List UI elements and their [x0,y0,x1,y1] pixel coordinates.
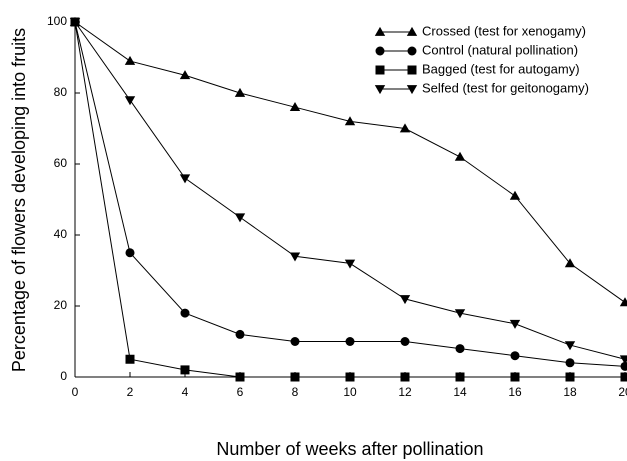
marker [620,372,627,382]
legend-marker [406,26,418,36]
marker [345,337,355,346]
legend-marker [375,65,385,75]
marker [235,329,245,339]
marker [564,258,576,268]
x-tick-label: 0 [72,385,79,399]
x-tick-label: 20 [618,385,627,399]
marker [564,341,576,351]
marker [565,358,575,368]
x-tick-label: 8 [292,385,299,399]
legend-marker [374,26,386,36]
y-tick-label: 40 [54,227,68,241]
y-tick-label: 60 [54,156,68,170]
marker [619,297,627,307]
marker [399,295,411,305]
marker [455,344,465,354]
marker [455,372,465,382]
y-tick-label: 0 [60,369,67,383]
marker [619,355,627,365]
legend-label: Control (natural pollination) [422,42,578,57]
marker [344,116,356,126]
marker [124,55,136,65]
marker [345,372,355,382]
marker [234,213,246,223]
marker [180,308,190,318]
y-axis-label: Percentage of flowers developing into fr… [9,28,29,372]
marker [69,18,81,28]
x-axis-label: Number of weeks after pollination [216,439,483,459]
marker [620,361,627,371]
legend-label: Crossed (test for xenogamy) [422,23,586,38]
marker [509,190,521,200]
legend-marker [406,85,418,95]
x-tick-label: 10 [343,385,357,399]
marker [290,337,300,346]
marker [125,354,135,364]
marker [179,70,191,80]
y-tick-label: 20 [54,298,68,312]
legend-marker [375,46,385,56]
legend-label: Selfed (test for geitonogamy) [422,80,589,95]
x-tick-label: 6 [237,385,244,399]
marker [344,259,356,269]
marker [180,365,190,375]
legend-marker [407,46,417,56]
marker [234,87,246,97]
marker [290,372,300,382]
legend-label: Bagged (test for autogamy) [422,61,580,76]
marker [510,372,520,382]
marker [125,248,135,258]
y-tick-label: 80 [54,85,68,99]
x-tick-label: 2 [127,385,134,399]
marker [289,102,301,112]
marker [289,252,301,262]
marker [400,372,410,382]
marker [454,309,466,319]
marker [510,351,520,361]
marker [124,96,136,106]
marker [400,337,410,346]
legend-marker [407,65,417,75]
x-tick-label: 4 [182,385,189,399]
x-tick-label: 16 [508,385,522,399]
marker [509,319,521,329]
x-tick-label: 12 [398,385,412,399]
marker [179,174,191,184]
marker [454,151,466,161]
x-tick-label: 18 [563,385,577,399]
y-tick-label: 100 [47,14,67,28]
marker [565,372,575,382]
x-tick-label: 14 [453,385,467,399]
legend-marker [374,85,386,95]
marker [235,372,245,382]
marker [399,123,411,133]
